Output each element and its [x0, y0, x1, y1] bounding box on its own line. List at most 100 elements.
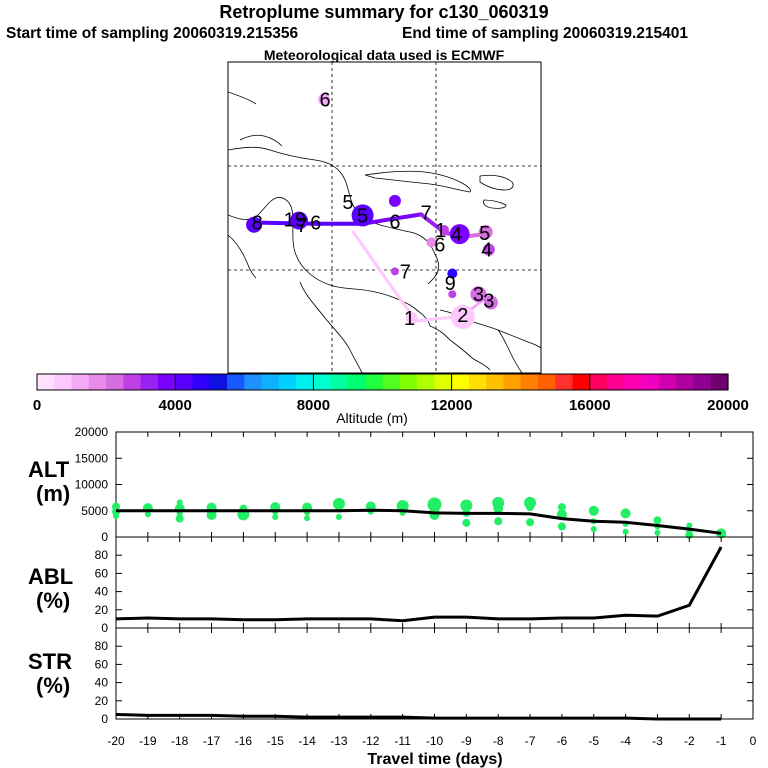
x-tick-label: -15 [267, 734, 285, 748]
colorbar-swatch [589, 374, 608, 390]
colorbar-swatch [468, 374, 487, 390]
day-label: 4 [481, 240, 492, 262]
str-panel-frame [115, 627, 754, 720]
y-tick-label: 40 [95, 585, 109, 599]
altitude-point [460, 499, 473, 512]
x-tick-label: -2 [684, 734, 695, 748]
str-series-line [115, 712, 722, 721]
abl-panel-unit: (%) [36, 588, 70, 613]
y-tick-label: 0 [101, 712, 108, 726]
x-tick-label: -11 [394, 734, 411, 748]
plume-circle [426, 237, 437, 248]
colorbar-swatch [451, 374, 470, 390]
colorbar-tick-label: 8000 [297, 397, 330, 414]
plume-circle [447, 268, 458, 279]
plume-circle [390, 267, 399, 276]
altitude-point [526, 518, 535, 527]
colorbar-swatch [693, 374, 712, 390]
day-label: 5 [357, 205, 368, 227]
trajectory-segment-main [360, 212, 424, 226]
colorbar-swatch [658, 374, 677, 390]
altitude-point [493, 503, 504, 514]
y-tick-label: 80 [95, 548, 109, 562]
alt-panel-label: ALT [28, 457, 70, 482]
alt-panel-unit: (m) [36, 481, 70, 506]
day-label: 2 [457, 305, 468, 327]
altitude-point [654, 529, 661, 536]
y-tick-label: 20 [95, 694, 109, 708]
plume-circle [449, 224, 470, 245]
colorbar-swatch [607, 374, 625, 390]
x-tick-label: -5 [588, 734, 599, 748]
x-tick-label: -6 [557, 734, 568, 748]
altitude-point [175, 514, 184, 523]
day-label: 4 [451, 224, 462, 246]
alt-series-line [116, 508, 722, 535]
colorbar-swatch [641, 374, 660, 390]
colorbar-swatch [624, 374, 643, 390]
plume-circle [470, 286, 487, 303]
colorbar-swatch [209, 374, 228, 390]
altitude-point [622, 528, 629, 535]
day-label: 7 [421, 202, 432, 224]
altitude-colorbar: 0 4000 8000 12000 16000 20000 [33, 373, 749, 414]
plume-circle [448, 290, 457, 299]
colorbar-axis-label: Altitude (m) [336, 410, 408, 426]
altitude-point [332, 497, 345, 510]
altitude-point [272, 514, 279, 521]
plume-circle [405, 312, 418, 325]
altitude-point [620, 508, 631, 519]
colorbar-swatch [676, 374, 695, 390]
plume-circle [388, 194, 401, 207]
day-label: 19 [284, 210, 306, 232]
colorbar-swatch [123, 374, 142, 390]
str-panel-label: STR [28, 649, 72, 674]
altitude-point [588, 505, 599, 516]
y-tick-label: 20 [95, 603, 109, 617]
day-label: 5 [342, 192, 353, 214]
y-tick-label: 60 [95, 657, 109, 671]
x-tick-label: -10 [426, 734, 444, 748]
colorbar-swatch [278, 374, 297, 390]
chart-title: Retroplume summary for c130_060319 [219, 2, 549, 22]
x-tick-label: -19 [139, 734, 157, 748]
x-tick-label: -9 [461, 734, 472, 748]
y-tick-label: 10000 [75, 478, 109, 492]
colorbar-swatch [227, 374, 245, 390]
y-tick-label: 60 [95, 566, 109, 580]
altitude-point [590, 526, 597, 533]
day-label: 3 [483, 290, 494, 312]
altitude-point [206, 509, 217, 520]
colorbar-swatch [503, 374, 522, 390]
day-label: 7 [297, 215, 308, 237]
day-label: 6 [319, 89, 330, 111]
colorbar-frame [36, 373, 729, 391]
plume-circle [482, 243, 495, 256]
colorbar-swatch [555, 374, 574, 390]
altitude-point [494, 517, 503, 526]
altitude-point [557, 522, 566, 531]
header-times: Start time of sampling 20060319.215356 E… [0, 25, 768, 45]
colorbar-swatch [313, 374, 332, 390]
colorbar-swatch [537, 374, 556, 390]
abl-panel-label: ABL [28, 564, 73, 589]
x-tick-label: -17 [203, 734, 221, 748]
colorbar-swatch [520, 374, 539, 390]
y-tick-label: 0 [101, 621, 108, 635]
colorbar-swatch [175, 374, 194, 390]
plume-circle [438, 224, 449, 235]
x-tick-label: -8 [493, 734, 504, 748]
altitude-point [304, 515, 311, 522]
day-label: 9 [445, 273, 456, 295]
plume-circle [450, 305, 475, 330]
abl-panel-frame [115, 536, 754, 629]
x-tick-label: -16 [235, 734, 253, 748]
plume-circle [478, 225, 493, 240]
plume-circle [246, 216, 263, 233]
y-tick-label: 5000 [81, 504, 108, 518]
colorbar-swatch [486, 374, 505, 390]
trajectory-segment-south [351, 230, 418, 323]
colorbar-swatch [244, 374, 263, 390]
